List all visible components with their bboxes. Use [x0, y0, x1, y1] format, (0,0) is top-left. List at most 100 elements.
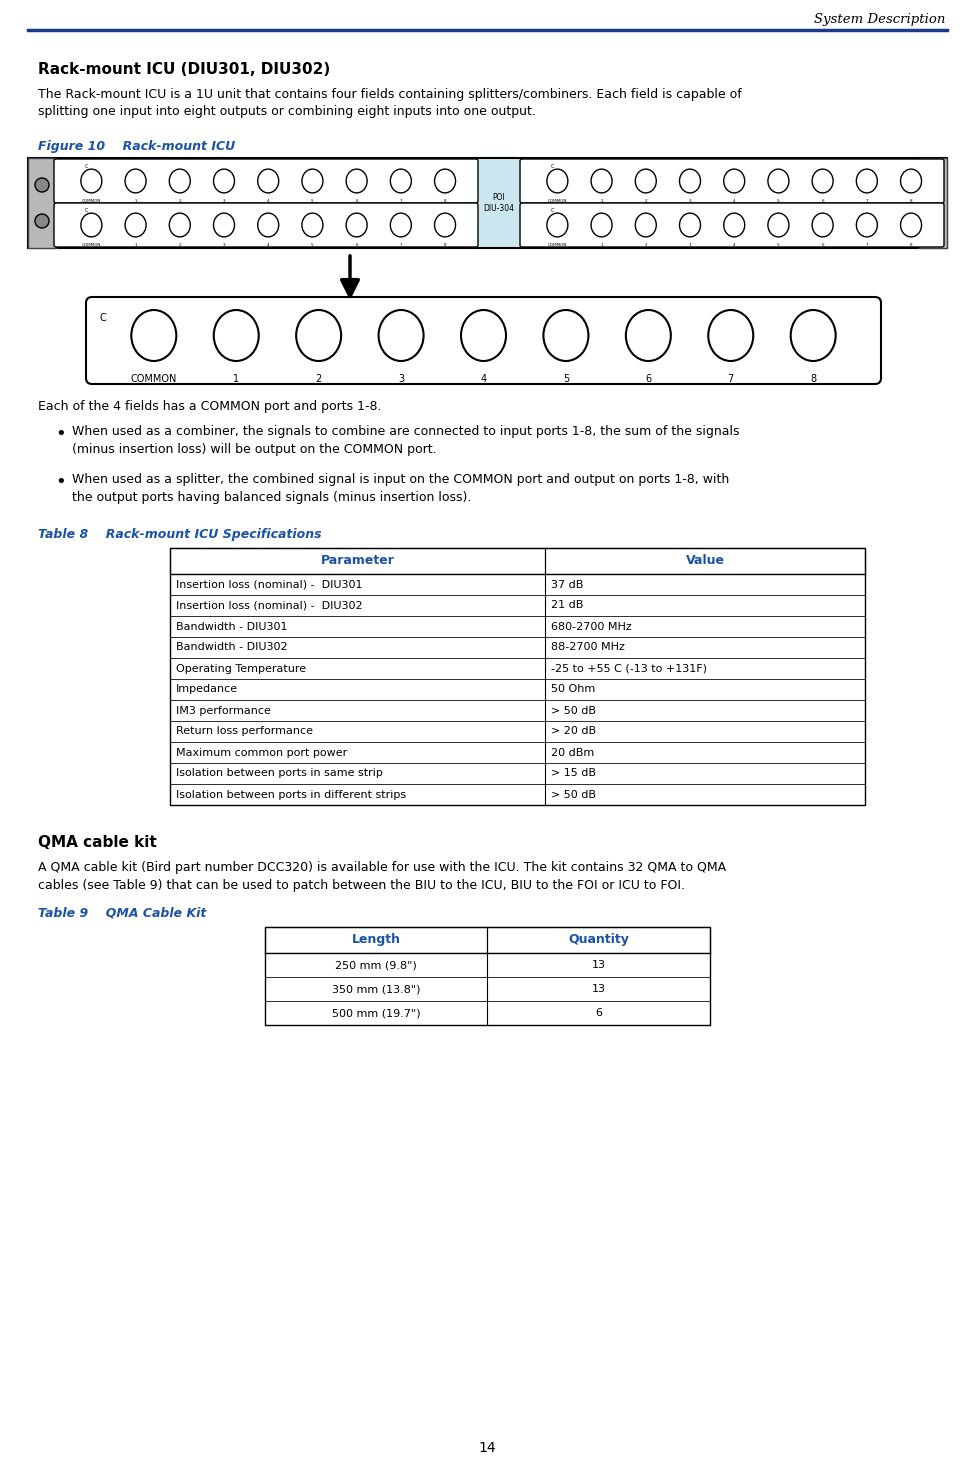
Text: 350 mm (13.8"): 350 mm (13.8")	[332, 984, 420, 995]
Text: •: •	[55, 425, 65, 443]
Text: 8: 8	[444, 200, 447, 202]
Text: 88-2700 MHz: 88-2700 MHz	[551, 643, 625, 653]
Bar	[170, 763, 865, 783]
Text: 4: 4	[267, 244, 269, 246]
Bar	[170, 742, 865, 763]
Text: Isolation between ports in same strip: Isolation between ports in same strip	[176, 769, 383, 779]
Text: 4: 4	[733, 244, 735, 246]
Text: Table 8    Rack-mount ICU Specifications: Table 8 Rack-mount ICU Specifications	[38, 528, 322, 541]
Bar	[265, 1000, 710, 1025]
Bar	[170, 574, 865, 596]
Text: 2: 2	[644, 200, 647, 202]
Text: Rack-mount ICU (DIU301, DIU302): Rack-mount ICU (DIU301, DIU302)	[38, 62, 331, 76]
Ellipse shape	[390, 213, 411, 236]
Bar	[170, 783, 865, 805]
Text: 250 mm (9.8"): 250 mm (9.8")	[335, 959, 417, 970]
Text: 1: 1	[601, 244, 603, 246]
Text: Insertion loss (nominal) -  DIU301: Insertion loss (nominal) - DIU301	[176, 579, 363, 590]
Ellipse shape	[296, 310, 341, 361]
Ellipse shape	[257, 213, 279, 236]
Ellipse shape	[547, 213, 567, 236]
Text: 1: 1	[601, 200, 603, 202]
FancyBboxPatch shape	[28, 158, 947, 248]
Text: System Description: System Description	[813, 13, 945, 26]
Text: Value: Value	[685, 555, 724, 568]
Ellipse shape	[346, 213, 368, 236]
Text: 7: 7	[727, 374, 734, 384]
Text: 6: 6	[821, 200, 824, 202]
Ellipse shape	[302, 213, 323, 236]
Ellipse shape	[346, 169, 368, 192]
Text: 8: 8	[910, 200, 913, 202]
Ellipse shape	[35, 178, 49, 192]
Ellipse shape	[856, 169, 878, 192]
Text: 5: 5	[311, 200, 314, 202]
Ellipse shape	[461, 310, 506, 361]
Text: Bandwidth - DIU301: Bandwidth - DIU301	[176, 622, 288, 631]
Ellipse shape	[125, 169, 146, 192]
Ellipse shape	[390, 169, 411, 192]
Text: C: C	[550, 208, 554, 213]
Text: C: C	[85, 164, 88, 169]
Bar	[170, 659, 865, 679]
Ellipse shape	[680, 213, 700, 236]
Ellipse shape	[132, 310, 176, 361]
Ellipse shape	[214, 310, 258, 361]
Text: C: C	[100, 312, 106, 323]
Text: 1: 1	[135, 200, 136, 202]
Ellipse shape	[636, 213, 656, 236]
Ellipse shape	[768, 213, 789, 236]
Text: 3: 3	[688, 200, 691, 202]
Bar	[28, 158, 56, 248]
Text: 14: 14	[478, 1441, 496, 1455]
Ellipse shape	[81, 169, 101, 192]
Ellipse shape	[547, 169, 567, 192]
Text: COMMON: COMMON	[131, 374, 177, 384]
FancyBboxPatch shape	[86, 296, 881, 384]
Ellipse shape	[214, 213, 235, 236]
Text: 8: 8	[810, 374, 816, 384]
Text: 4: 4	[733, 200, 735, 202]
FancyBboxPatch shape	[520, 158, 944, 202]
Text: 13: 13	[592, 959, 605, 970]
Bar	[265, 977, 710, 1000]
Text: The Rack-mount ICU is a 1U unit that contains four fields containing splitters/c: The Rack-mount ICU is a 1U unit that con…	[38, 88, 742, 119]
Bar	[265, 927, 710, 1025]
Text: 1: 1	[233, 374, 239, 384]
Ellipse shape	[626, 310, 671, 361]
Text: When used as a splitter, the combined signal is input on the COMMON port and out: When used as a splitter, the combined si…	[72, 472, 729, 503]
Text: Operating Temperature: Operating Temperature	[176, 663, 306, 673]
Text: > 15 dB: > 15 dB	[551, 769, 596, 779]
Text: Isolation between ports in different strips: Isolation between ports in different str…	[176, 789, 407, 800]
Ellipse shape	[435, 169, 455, 192]
Ellipse shape	[378, 310, 423, 361]
Ellipse shape	[723, 213, 745, 236]
Text: Impedance: Impedance	[176, 685, 238, 694]
Text: 2: 2	[316, 374, 322, 384]
Ellipse shape	[812, 169, 833, 192]
Text: C: C	[550, 164, 554, 169]
Text: 20 dBm: 20 dBm	[551, 748, 594, 757]
Ellipse shape	[768, 169, 789, 192]
Text: •: •	[55, 472, 65, 491]
Text: 2: 2	[644, 244, 647, 246]
Text: Return loss performance: Return loss performance	[176, 726, 313, 736]
Text: 13: 13	[592, 984, 605, 995]
Ellipse shape	[680, 169, 700, 192]
Text: 7: 7	[866, 244, 868, 246]
Text: 8: 8	[444, 244, 447, 246]
Ellipse shape	[901, 213, 921, 236]
Text: COMMON: COMMON	[548, 244, 567, 246]
Text: 3: 3	[688, 244, 691, 246]
Ellipse shape	[302, 169, 323, 192]
Bar	[170, 549, 865, 574]
Text: 2: 2	[178, 244, 181, 246]
Ellipse shape	[170, 169, 190, 192]
Text: > 20 dB: > 20 dB	[551, 726, 596, 736]
Ellipse shape	[125, 213, 146, 236]
Text: 500 mm (19.7"): 500 mm (19.7")	[332, 1008, 420, 1018]
Text: 6: 6	[355, 200, 358, 202]
Text: > 50 dB: > 50 dB	[551, 789, 596, 800]
Ellipse shape	[35, 214, 49, 227]
Text: 1: 1	[135, 244, 136, 246]
